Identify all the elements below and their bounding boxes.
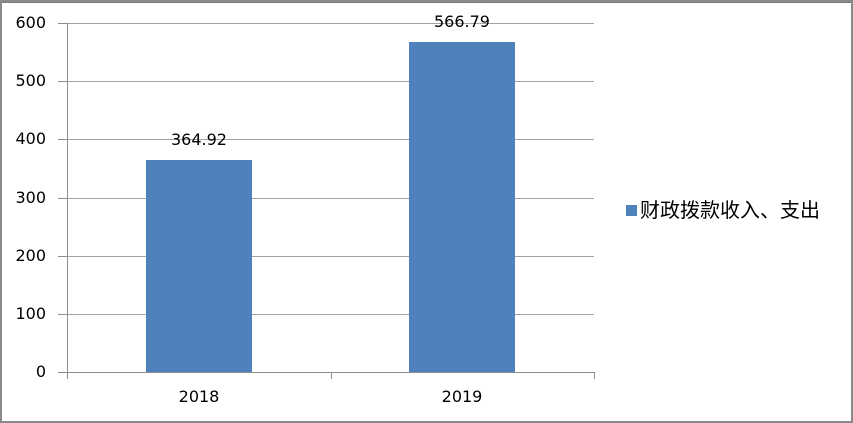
x-axis-tick — [67, 372, 68, 379]
y-axis-label: 500 — [15, 71, 46, 90]
legend: 财政拨款收入、支出 — [626, 198, 820, 222]
gridline — [67, 81, 594, 82]
y-axis-tick — [58, 23, 67, 24]
y-axis-label: 600 — [15, 13, 46, 32]
y-axis-label: 0 — [35, 362, 46, 381]
y-axis-label: 100 — [15, 304, 46, 323]
y-axis-tick — [58, 81, 67, 82]
y-axis-tick — [58, 314, 67, 315]
gridline — [67, 139, 594, 140]
y-axis-tick — [58, 139, 67, 140]
gridline — [67, 23, 594, 24]
y-axis-tick — [58, 372, 67, 373]
gridline — [67, 256, 594, 257]
gridline — [67, 198, 594, 199]
x-axis-tick — [594, 372, 595, 379]
x-axis-tick — [331, 372, 332, 379]
y-axis-line — [67, 23, 68, 373]
x-axis-label: 2019 — [441, 387, 483, 406]
bar — [146, 160, 252, 372]
y-axis-tick — [58, 256, 67, 257]
bar — [409, 42, 515, 372]
bar-data-label: 566.79 — [434, 12, 490, 31]
y-axis-label: 200 — [15, 246, 46, 265]
legend-label: 财政拨款收入、支出 — [640, 198, 820, 222]
y-axis-label: 400 — [15, 129, 46, 148]
legend-swatch-icon — [626, 204, 637, 216]
x-axis-label: 2018 — [178, 387, 220, 406]
gridline — [67, 314, 594, 315]
bar-data-label: 364.92 — [171, 130, 227, 149]
y-axis-label: 300 — [15, 188, 46, 207]
y-axis-tick — [58, 198, 67, 199]
